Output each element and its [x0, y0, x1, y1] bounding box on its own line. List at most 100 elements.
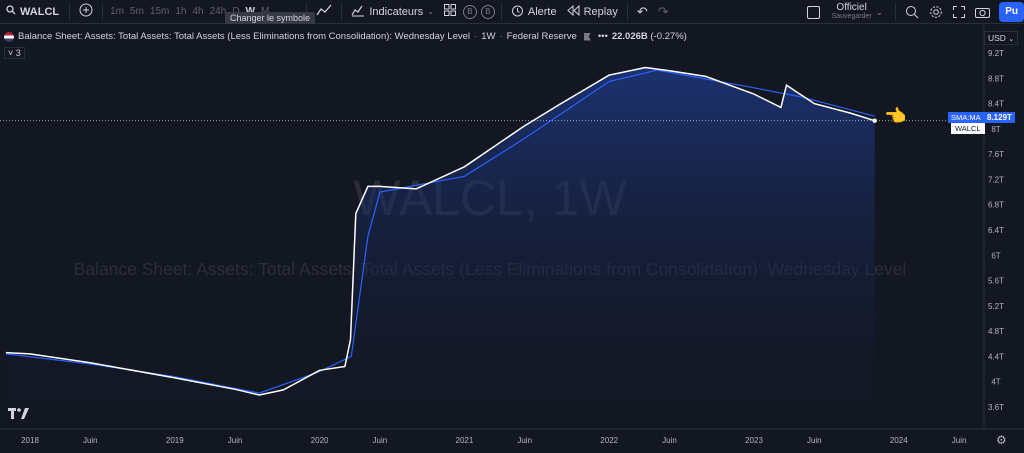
divider	[895, 4, 897, 20]
chart-type-button[interactable]	[311, 0, 337, 24]
indicators-button[interactable]: Indicateurs ⌄	[346, 0, 439, 24]
price-tick-label: 5.6T	[988, 277, 1004, 286]
time-tick-label: 2021	[456, 436, 474, 445]
symbol-name: WALCL	[20, 5, 60, 18]
time-tick-label: Juin	[517, 436, 532, 445]
change-percent: (-0.27%)	[650, 31, 687, 42]
time-tick-label: 2019	[166, 436, 184, 445]
divider	[341, 3, 343, 20]
layout-name[interactable]: Officiel Sauvegarder	[828, 3, 876, 21]
price-tick-label: 6.4T	[988, 226, 1004, 235]
time-tick-label: Juin	[373, 436, 388, 445]
template-icon[interactable]: B	[462, 4, 477, 19]
divider	[306, 3, 308, 20]
series-legend: Balance Sheet: Assets: Total Assets: Tot…	[4, 31, 687, 42]
currency-selector[interactable]: USD ⌄	[984, 31, 1019, 45]
price-tick-label: 4.4T	[988, 352, 1004, 361]
line-chart-icon	[316, 3, 332, 20]
divider	[102, 3, 104, 20]
walcl-series-line	[5, 66, 875, 396]
quick-search-button[interactable]	[900, 0, 924, 24]
indicators-icon	[351, 3, 365, 20]
price-tick-label: 6.8T	[988, 201, 1004, 210]
time-tick-label: 2018	[21, 436, 39, 445]
redo-button[interactable]: ↷	[653, 0, 674, 24]
time-tick-label: Juin	[807, 436, 822, 445]
interval-item[interactable]: D	[229, 6, 242, 17]
time-scale[interactable]: 2018 Juin 2019 Juin 2020 Juin 2021 Juin 2022 Juin…	[0, 428, 1024, 445]
legend-source: Federal Reserve	[506, 31, 577, 42]
alarm-clock-icon	[511, 4, 524, 20]
symbol-search[interactable]: WALCL	[0, 5, 65, 18]
legend-separator: ·	[499, 31, 503, 42]
redo-icon: ↷	[657, 3, 669, 19]
price-tick-label: 7.6T	[988, 150, 1004, 159]
time-tick-label: 2023	[745, 436, 763, 445]
sma-price-tag: SMA:MA	[948, 112, 984, 123]
price-tick-label: 8.8T	[988, 74, 1004, 83]
tradingview-logo[interactable]	[8, 408, 30, 423]
interval-item[interactable]: 5m	[130, 6, 144, 17]
divider	[626, 3, 628, 20]
top-toolbar: WALCL 1m 5m 15m 1h 4h 24h D W M Indicate…	[0, 0, 1024, 24]
time-tick-label: 2022	[600, 436, 618, 445]
layout-checkbox-icon[interactable]	[806, 5, 820, 19]
legend-interval: 1W	[481, 31, 496, 42]
currency-label: USD	[988, 33, 1006, 43]
grid-icon	[443, 4, 456, 19]
layouts-button[interactable]	[439, 0, 461, 24]
time-tick-label: Juin	[662, 436, 677, 445]
legend-change: 22.026B (-0.27%)	[612, 31, 687, 42]
chevron-down-icon: ⌄	[427, 7, 434, 16]
fullscreen-icon	[953, 6, 966, 18]
compare-button[interactable]	[74, 0, 98, 24]
time-tick-label: Juin	[83, 436, 98, 445]
undo-button[interactable]: ↶	[632, 0, 653, 24]
divider	[69, 3, 71, 20]
pointing-hand-icon: 👈	[884, 106, 907, 126]
snapshot-button[interactable]	[970, 0, 995, 24]
us-flag-icon	[4, 31, 14, 42]
interval-item-active[interactable]: W	[243, 6, 258, 17]
quick-search-icon	[906, 6, 919, 19]
alert-button[interactable]: Alerte	[506, 0, 562, 24]
chart-canvas[interactable]: WALCL, 1W Balance Sheet: Assets: Total A…	[0, 24, 1024, 453]
interval-item[interactable]: 24h	[209, 6, 227, 17]
more-dots[interactable]: •••	[597, 31, 608, 42]
interval-item[interactable]: 4h	[192, 6, 204, 17]
symbol-tooltip: Changer le symbole	[225, 12, 316, 24]
time-tick-label: 2024	[890, 436, 908, 445]
indicators-label: Indicateurs	[369, 5, 424, 18]
legend-title[interactable]: Balance Sheet: Assets: Total Assets: Tot…	[18, 31, 471, 42]
replay-button[interactable]: Replay	[562, 0, 623, 24]
template-icon[interactable]: B	[480, 4, 495, 19]
price-tick-label: 8T	[991, 125, 1000, 134]
settings-button[interactable]	[924, 0, 948, 24]
legend-separator: ·	[474, 31, 478, 42]
alert-label: Alerte	[527, 5, 557, 18]
interval-item[interactable]: 1m	[110, 6, 125, 17]
undo-icon: ↶	[636, 3, 648, 19]
layout-title: Officiel	[836, 2, 867, 13]
price-scale[interactable]: 9.2T 8.8T 8.4T 8T 7.6T 7.2T 6.8T 6.4T 6T 5.6T 5.2T…	[983, 24, 1004, 429]
price-tick-label: 7.2T	[988, 175, 1004, 184]
price-tick-label: 5.2T	[988, 302, 1004, 311]
rewind-icon	[566, 4, 580, 19]
flag-marker-icon[interactable]	[583, 32, 591, 41]
interval-item[interactable]: 15m	[149, 6, 170, 17]
interval-item[interactable]: 1h	[175, 6, 187, 17]
price-tick-label: 4T	[991, 378, 1000, 387]
series-area-fill	[5, 67, 875, 435]
chevron-down-icon: ⌄	[1008, 36, 1015, 43]
last-price-tag: 8.129T	[984, 112, 1015, 123]
gear-icon[interactable]: ⚙	[996, 433, 1007, 447]
collapse-indicators-button[interactable]: ˅ 3	[4, 47, 25, 59]
price-tick-label: 4.8T	[988, 327, 1004, 336]
series-name-tag: WALCL	[951, 123, 985, 134]
publish-button[interactable]: Pu	[999, 2, 1024, 22]
time-tick-label: Juin	[952, 436, 967, 445]
fullscreen-button[interactable]	[948, 0, 970, 24]
save-status: Sauvegarder	[831, 13, 872, 20]
interval-item[interactable]: M	[258, 6, 272, 17]
chevron-down-icon[interactable]: ⌄	[875, 6, 884, 17]
